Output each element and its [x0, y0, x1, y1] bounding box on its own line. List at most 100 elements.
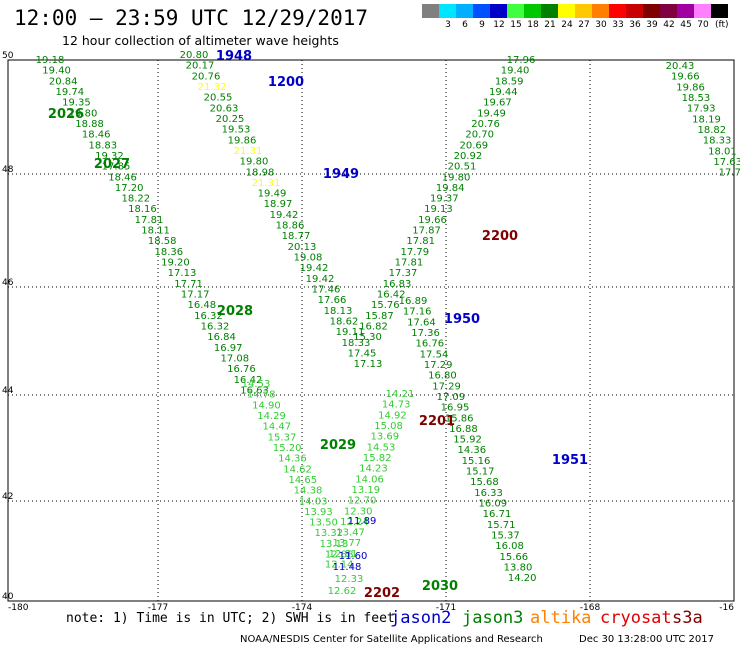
legend-label: 42 — [663, 20, 675, 30]
legend-label: 33 — [612, 20, 624, 30]
satellite-altika: altika — [530, 608, 592, 628]
legend-swatch — [473, 4, 490, 18]
longitude-label: -16 — [719, 603, 734, 610]
wave-height-value: 14.36 — [457, 445, 486, 456]
wave-height-value: 16.82 — [359, 322, 388, 333]
wave-height-value: 16.08 — [495, 541, 524, 552]
wave-height-value: 14.38 — [294, 486, 323, 497]
wave-height-value: 20.63 — [210, 103, 239, 114]
footer-note: note: 1) Time is in UTC; 2) SWH is in fe… — [66, 611, 395, 626]
wave-height-value: 17.46 — [312, 285, 341, 296]
wave-height-value: 15.68 — [470, 477, 499, 488]
pass-time-label: 1951 — [552, 453, 588, 468]
wave-height-value: 17.54 — [420, 349, 449, 360]
wave-height-value: 16.33 — [474, 488, 503, 499]
legend-swatch — [660, 4, 677, 18]
wave-height-value: 16.84 — [207, 332, 236, 343]
legend-swatch — [694, 4, 711, 18]
wave-height-value: 18.86 — [276, 221, 305, 232]
legend-swatch — [575, 4, 592, 18]
wave-height-value: 18.11 — [141, 226, 170, 237]
wave-height-value: 20.69 — [459, 140, 488, 151]
wave-height-value: 15.30 — [353, 332, 382, 343]
wave-height-value: 18.01 — [708, 146, 737, 157]
wave-height-value: 16.42 — [377, 290, 406, 301]
wave-height-value: 12.24 — [340, 517, 369, 528]
wave-height-value: 14.90 — [252, 400, 281, 411]
wave-height-value: 17.13 — [354, 359, 383, 370]
wave-height-value: 18.62 — [330, 317, 359, 328]
pass-time-label: 2030 — [422, 579, 458, 594]
wave-height-value: 19.86 — [228, 135, 257, 146]
latitude-label: 44 — [2, 386, 14, 396]
wave-height-value: 18.53 — [682, 93, 711, 104]
wave-height-value: 19.40 — [501, 66, 530, 77]
legend-swatch — [439, 4, 456, 18]
page-title: 12:00 — 23:59 UTC 12/29/2017 — [14, 6, 369, 30]
wave-height-value: 19.44 — [489, 87, 518, 98]
wave-height-value: 15.92 — [453, 435, 482, 446]
pass-track: 17.9619.4018.5919.4419.6719.4920.7620.70… — [353, 55, 535, 343]
credit-line: NOAA/NESDIS Center for Satellite Applica… — [240, 634, 543, 645]
wave-height-value: 16.83 — [383, 279, 412, 290]
wave-height-value: 16.76 — [227, 364, 256, 375]
wave-height-value: 18.16 — [128, 204, 157, 215]
wave-height-value: 19.42 — [300, 263, 329, 274]
satellite-jason2: jason2 — [390, 608, 452, 628]
wave-height-value: 15.71 — [487, 520, 516, 531]
wave-height-value: 14.03 — [299, 496, 328, 507]
wave-height-value: 17.64 — [407, 317, 436, 328]
wave-height-value: 17.45 — [348, 348, 377, 359]
wave-height-value: 16.71 — [483, 509, 512, 520]
pass-time-label: 1200 — [268, 75, 304, 90]
legend-swatch — [456, 4, 473, 18]
pass-track: 20.8020.1720.7621.3220.5520.6320.2519.53… — [180, 50, 383, 370]
wave-height-value: 20.13 — [288, 242, 317, 253]
wave-height-value: 14.21 — [386, 389, 415, 400]
wave-height-value: 14.62 — [283, 464, 312, 475]
wave-height-value: 12.81 — [329, 549, 358, 560]
wave-height-value: 16.32 — [194, 311, 223, 322]
legend-swatch — [592, 4, 609, 18]
wave-height-value: 18.77 — [282, 231, 311, 242]
legend-labels: 3 6 9 12 15 18 21 24 27 30 33 36 39 42 45 70 (ft) — [422, 20, 740, 34]
wave-height-value: 19.20 — [161, 258, 190, 269]
color-legend: 3 6 9 12 15 18 21 24 27 30 33 36 39 42 45 70 (ft) — [422, 4, 729, 30]
wave-height-value: 18.98 — [246, 167, 275, 178]
wave-height-value: 17.29 — [432, 381, 461, 392]
map-grid — [8, 60, 734, 601]
wave-height-value: 19.53 — [222, 125, 251, 136]
wave-height-value: 16.42 — [234, 375, 263, 386]
wave-height-value: 20.55 — [204, 93, 233, 104]
legend-swatches — [422, 4, 728, 23]
wave-height-value: 17.93 — [687, 104, 716, 115]
pass-time-label: 2027 — [94, 157, 130, 172]
wave-height-value: 19.37 — [430, 194, 459, 205]
wave-height-value: 19.80 — [69, 108, 98, 119]
wave-height-value: 20.25 — [216, 114, 245, 125]
wave-height-value: 15.86 — [445, 413, 474, 424]
page-subtitle: 12 hour collection of altimeter wave hei… — [62, 33, 339, 48]
pass-time-label: 2028 — [217, 304, 253, 319]
wave-height-value: 18.22 — [121, 194, 150, 205]
wave-height-value: 15.20 — [273, 443, 302, 454]
wave-height-value: 17.36 — [411, 328, 440, 339]
pass-time-labels: 1948 1200 2026 2027 1949 2200 2028 1950 2201 2029… — [48, 49, 588, 601]
wave-height-value: 17.71 — [174, 279, 203, 290]
wave-height-value: 19.18 — [36, 55, 65, 66]
wave-height-value: 18.97 — [264, 199, 293, 210]
wave-height-value: 14.36 — [278, 454, 307, 465]
pass-track: 19.1819.4020.8419.7419.3519.8018.8818.46… — [36, 55, 269, 396]
wave-height-value: 21.32 — [198, 82, 227, 93]
legend-swatch — [609, 4, 626, 18]
latitude-label: 40 — [2, 592, 14, 602]
wave-height-value: 19.13 — [424, 204, 453, 215]
wave-height-value: 16.95 — [441, 403, 470, 414]
wave-height-value: 12.14 — [325, 560, 354, 571]
wave-height-value: 14.73 — [382, 400, 411, 411]
wave-height-value: 13.77 — [332, 538, 361, 549]
legend-swatch — [626, 4, 643, 18]
wave-height-value: 18.88 — [75, 119, 104, 130]
wave-height-value: 18.13 — [324, 306, 353, 317]
generation-timestamp: Dec 30 13:28:00 UTC 2017 — [579, 634, 714, 645]
